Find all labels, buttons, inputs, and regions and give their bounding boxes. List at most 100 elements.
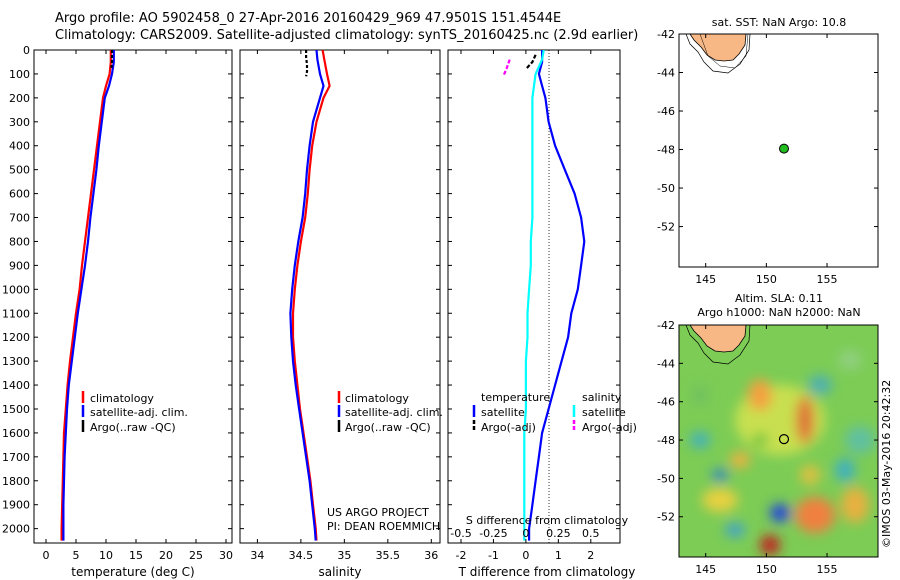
- depth-tick-label: 700: [9, 212, 30, 225]
- sst-map-ticks: -42 -44 -46 -48 -50 -52 145 150 155: [657, 28, 878, 286]
- x-tick-label: 10: [99, 549, 113, 562]
- x-tick-label: -1: [488, 549, 499, 562]
- lat-tick-label: -42: [657, 28, 675, 41]
- depth-tick-label: 1400: [2, 379, 30, 392]
- project-label: US ARGO PROJECT: [327, 506, 429, 519]
- salinity-legend: climatology satellite-adj. clim. Argo(..…: [337, 391, 443, 434]
- x-tick-label: 25: [189, 549, 203, 562]
- difference-series: [502, 50, 586, 541]
- sla-anomaly-field: [685, 325, 875, 555]
- legend-s-satellite-label: satellite: [582, 406, 626, 419]
- depth-tick-label: 400: [9, 140, 30, 153]
- climatology-subtitle: Climatology: CARS2009. Satellite-adjuste…: [55, 28, 639, 43]
- tasmania-land: [689, 325, 747, 353]
- legend-salinity-header: salinity: [582, 391, 622, 404]
- depth-tick-label: 500: [9, 164, 30, 177]
- salinity-series: [289, 50, 331, 541]
- depth-tick-label: 1700: [2, 451, 30, 464]
- temperature-legend: climatology satellite-adj. clim. Argo(..…: [81, 391, 188, 434]
- legend-argo-label: Argo(..raw -QC): [90, 421, 176, 434]
- x-tick-label: 34.5: [289, 549, 314, 562]
- sla-map-panel: Altim. SLA: 0.11 Argo h1000: NaN h2000: …: [657, 292, 893, 576]
- salinity-axis-label: salinity: [318, 565, 361, 579]
- lon-tick-label: 150: [756, 273, 777, 286]
- temperature-panel: 0100200300400500600700800900100011001200…: [2, 44, 233, 579]
- lat-tick-label: -50: [657, 182, 675, 195]
- x-tick-label: 2: [587, 549, 594, 562]
- legend-climatology-label: climatology: [90, 392, 154, 405]
- lat-tick-label: -48: [657, 434, 675, 447]
- x-tick-label: 15: [129, 549, 143, 562]
- depth-tick-label: 800: [9, 235, 30, 248]
- tasmania-land: [689, 34, 747, 62]
- legend-satellite-label: satellite-adj. clim.: [345, 406, 443, 419]
- s-difference-tick-label: 0.5: [582, 527, 600, 540]
- depth-tick-label: 1100: [2, 307, 30, 320]
- x-tick-label: 35.5: [376, 549, 401, 562]
- s-difference-tick-labels: -0.5 -0.25 0 0.25 0.5: [450, 527, 599, 540]
- sst-map-title: sat. SST: NaN Argo: 10.8: [712, 16, 846, 29]
- legend-t-argo-label: Argo(-adj): [481, 421, 536, 434]
- lon-tick-label: 155: [817, 563, 838, 576]
- lat-tick-label: -44: [657, 357, 675, 370]
- depth-tick-label: 1200: [2, 331, 30, 344]
- x-tick-label: 1: [555, 549, 562, 562]
- lat-tick-label: -46: [657, 396, 675, 409]
- s-difference-tick-label: 0: [522, 527, 529, 540]
- x-tick-label: 0: [522, 549, 529, 562]
- s-difference-tick-label: -0.25: [479, 527, 507, 540]
- series-line-s-satellite: [523, 50, 545, 541]
- sla-map-ticks: -42 -44 -46 -48 -50 -52 145 150 155: [657, 319, 878, 576]
- tasmania-bathymetry-contour: [699, 34, 749, 69]
- imos-credit: ©IMOS 03-May-2016 20:42:32: [880, 380, 893, 548]
- x-tick-label: 0: [43, 549, 50, 562]
- depth-tick-label: 600: [9, 188, 30, 201]
- legend-climatology-label: climatology: [345, 392, 409, 405]
- lat-tick-label: -52: [657, 221, 675, 234]
- series-line-s-argo-adj-: [502, 59, 511, 77]
- depth-tick-label: 1500: [2, 403, 30, 416]
- difference-plot-frame: [447, 49, 621, 544]
- series-line-satellite-adj-clim-: [62, 50, 115, 541]
- series-line-t-argo-adj-: [525, 54, 537, 70]
- x-tick-label: -2: [455, 549, 466, 562]
- x-tick-label: 30: [219, 549, 233, 562]
- sla-map-title-line1: Altim. SLA: 0.11: [735, 292, 823, 305]
- depth-tick-label: 1600: [2, 427, 30, 440]
- sst-map-frame: [678, 33, 879, 268]
- argo-float-marker: [778, 434, 790, 445]
- legend-s-argo-label: Argo(-adj): [582, 421, 637, 434]
- depth-tick-label: 1900: [2, 499, 30, 512]
- t-difference-axis-label: T difference from climatology: [458, 565, 636, 579]
- lon-tick-label: 150: [756, 563, 777, 576]
- lat-tick-label: -52: [657, 511, 675, 524]
- x-tick-label: 35: [337, 549, 351, 562]
- argo-float-marker: [779, 143, 789, 154]
- sst-map-panel: sat. SST: NaN Argo: 10.8 -42 -44 -46 -48 -50…: [657, 16, 879, 286]
- temperature-series: [60, 50, 115, 541]
- legend-temperature-header: temperature: [481, 391, 550, 404]
- salinity-plot-frame: [239, 49, 441, 544]
- depth-tick-label: 1300: [2, 355, 30, 368]
- legend-satellite-label: satellite-adj. clim.: [90, 406, 188, 419]
- difference-legend: temperature salinity satellite Argo(-adj…: [472, 391, 637, 434]
- depth-tick-label: 900: [9, 259, 30, 272]
- x-tick-label: 36: [424, 549, 438, 562]
- lat-tick-label: -42: [657, 319, 675, 332]
- s-difference-tick-label: 0.25: [546, 527, 571, 540]
- lon-tick-label: 145: [695, 273, 716, 286]
- x-tick-label: 20: [159, 549, 173, 562]
- depth-tick-label: 200: [9, 92, 30, 105]
- x-tick-label: 34: [250, 549, 264, 562]
- lat-tick-label: -44: [657, 67, 675, 80]
- temperature-plot-frame: [33, 49, 233, 544]
- depth-tick-label: 1800: [2, 475, 30, 488]
- depth-tick-label: 100: [9, 68, 30, 81]
- tasmania-shelf-contour: [685, 325, 751, 365]
- series-line-satellite-adj-clim-: [289, 50, 325, 541]
- legend-t-satellite-label: satellite: [481, 406, 525, 419]
- salinity-panel: 34 34.5 35 35.5 36 salinity climatology sate…: [239, 49, 443, 579]
- depth-tick-label: 0: [23, 44, 30, 57]
- temperature-x-ticks: 0 5 10 15 20 25 30: [34, 49, 233, 562]
